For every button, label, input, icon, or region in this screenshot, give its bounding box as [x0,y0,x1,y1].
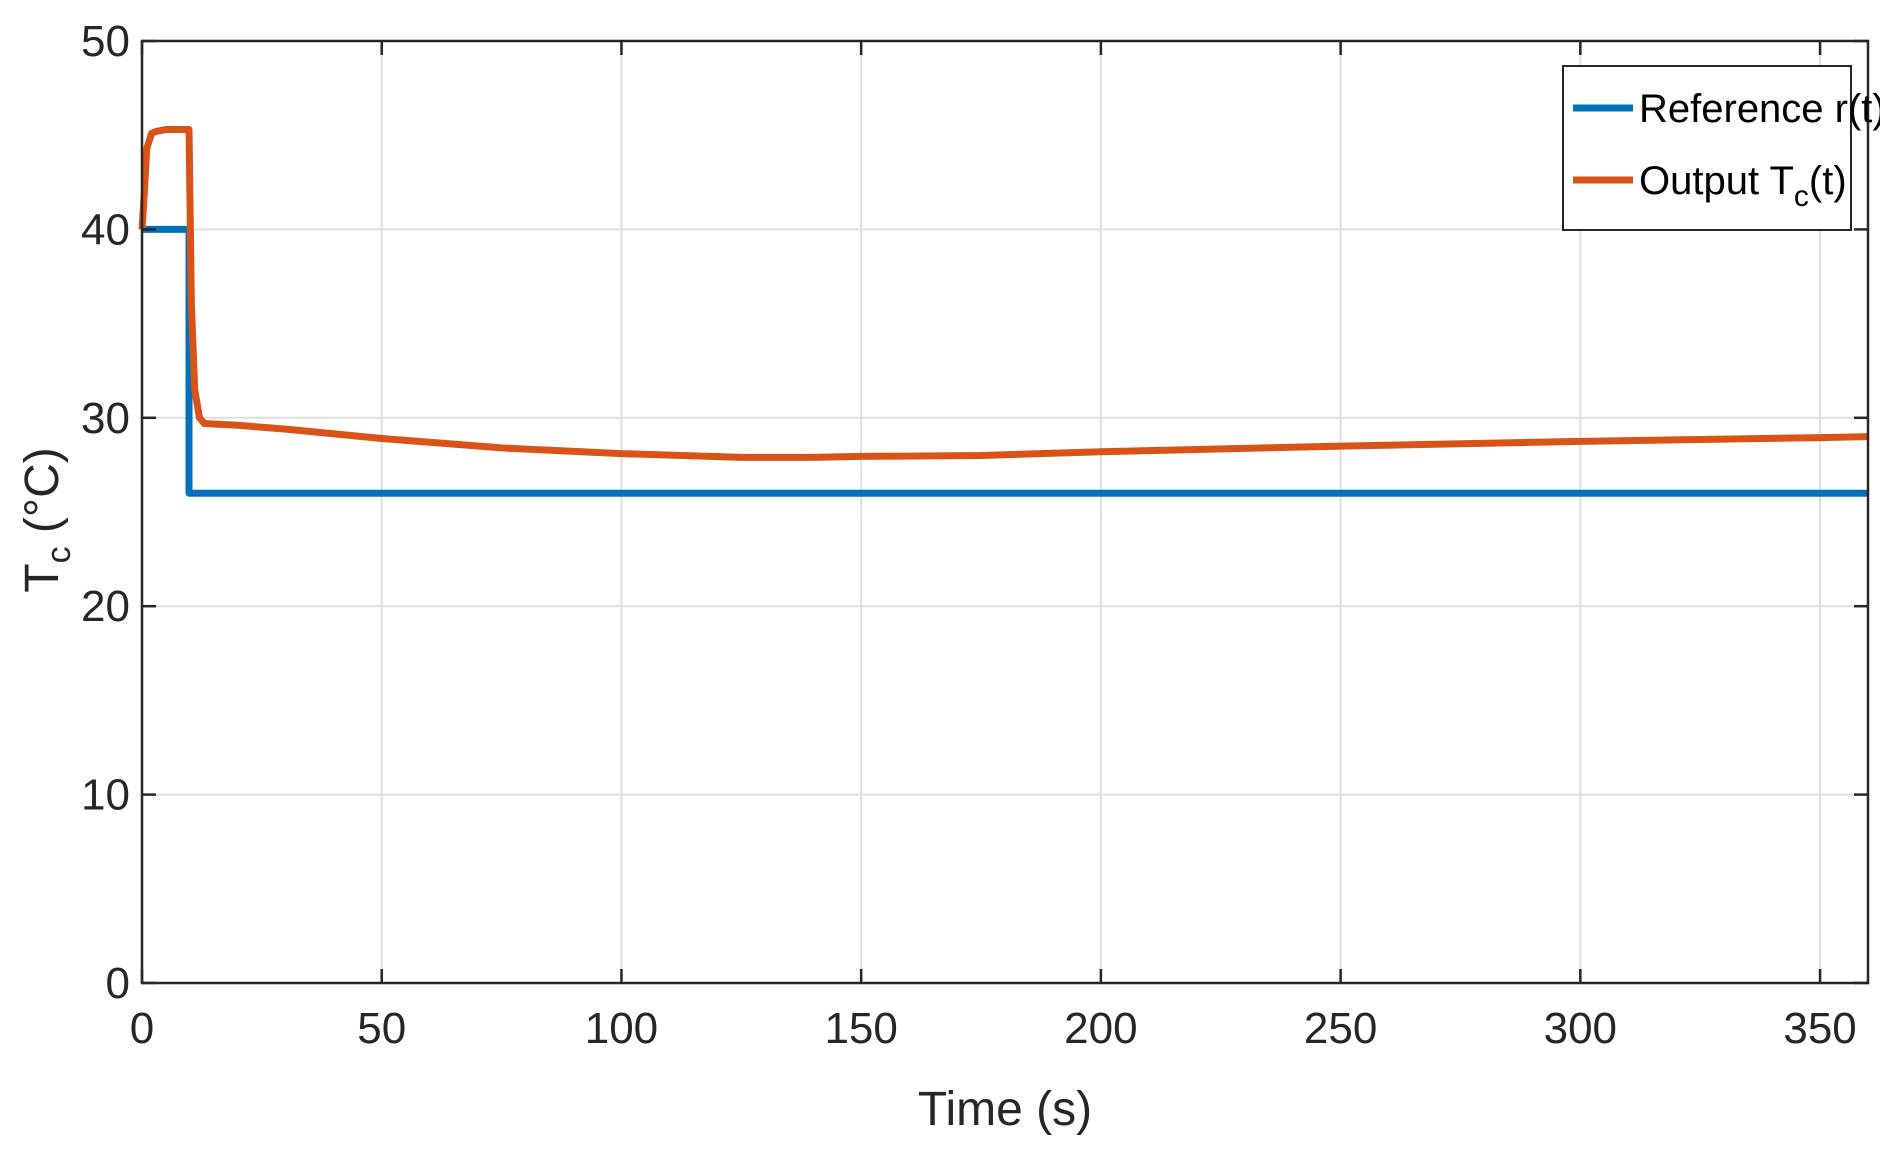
x-tick-label: 100 [585,1004,658,1053]
y-axis-label-main: T [16,563,69,592]
series-line-reference [142,225,1868,497]
x-tick-label: 0 [130,1004,154,1053]
y-tick-label: 50 [81,17,130,66]
legend-label-output-subscript: c [1794,180,1809,213]
legend: Reference r(t) Output Tc(t) [1562,65,1880,231]
y-tick-label: 10 [81,771,130,820]
legend-box [1562,65,1852,231]
y-axis-label-unit: (°C) [16,447,69,546]
x-tick-label: 250 [1304,1004,1377,1053]
y-tick-label: 30 [81,394,130,443]
legend-label-output: Output Tc(t) [1639,159,1847,213]
x-tick-label: 200 [1064,1004,1137,1053]
x-tick-label: 150 [824,1004,897,1053]
x-tick-label: 300 [1544,1004,1617,1053]
legend-label-output-rest: (t) [1809,159,1847,203]
x-tick-label: 50 [357,1004,406,1053]
y-axis-label-subscript: c [40,546,78,563]
x-axis-label: Time (s) [918,1083,1092,1136]
x-tick-label: 350 [1783,1004,1856,1053]
plot-area-frame [140,39,1870,985]
series-line-output [138,126,1869,461]
y-tick-label: 40 [81,205,130,254]
y-tick-label: 0 [106,959,130,1008]
legend-label-output-main: Output T [1639,159,1794,203]
legend-label-reference: Reference r(t) [1639,87,1880,131]
y-axis-label: Tc (°C) [16,447,78,593]
y-tick-label: 20 [81,582,130,631]
series-group [138,126,1869,497]
axis-ticks: 0 50 100 150 200 250 300 350 0 10 20 30 40 50 [81,17,1868,1053]
